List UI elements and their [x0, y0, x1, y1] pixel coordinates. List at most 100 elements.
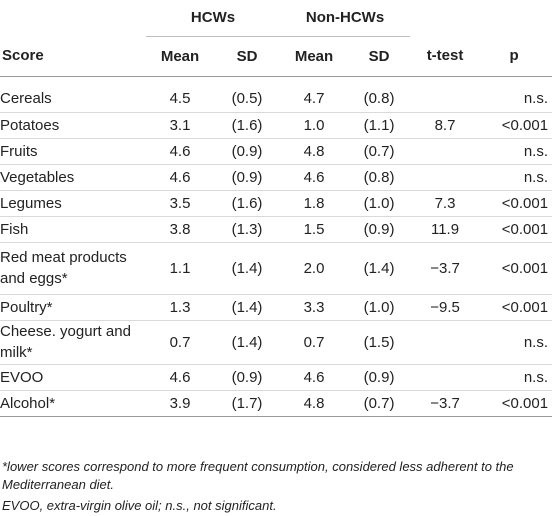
ttest-cell: 8.7: [414, 112, 477, 139]
non-hcw-sd-cell: (0.9): [348, 216, 411, 243]
column-header-row: Score Mean SD Mean SD t-test p: [0, 36, 552, 76]
table-row: Fruits 4.6 (0.9) 4.8 (0.7) n.s.: [0, 138, 552, 165]
non-hcw-sd-cell: (0.8): [348, 86, 411, 113]
col-header-hcw-mean: Mean: [160, 47, 200, 65]
row-label: Legumes: [0, 190, 146, 217]
hcw-mean-cell: 1.3: [146, 294, 214, 321]
hcw-sd-cell: (1.7): [214, 390, 281, 417]
non-hcw-sd-cell: (0.8): [348, 164, 411, 191]
col-header-ttest: t-test: [426, 47, 464, 65]
footnote-asterisk: *lower scores correspond to more frequen…: [2, 459, 514, 492]
non-hcw-sd-cell: (1.0): [348, 190, 411, 217]
non-hcw-sd-cell: (0.7): [348, 138, 411, 165]
table-row: Cheese. yogurt and milk* 0.7 (1.4) 0.7 (…: [0, 320, 552, 365]
p-cell: <0.001: [476, 294, 552, 321]
non-hcw-sd-cell: (1.4): [348, 242, 411, 295]
p-cell: n.s.: [476, 364, 552, 391]
non-hcw-mean-cell: 4.6: [280, 164, 349, 191]
p-cell: <0.001: [476, 242, 552, 295]
non-hcw-mean-cell: 0.7: [280, 320, 349, 365]
ttest-cell: −9.5: [414, 294, 477, 321]
empty-header-cell: [476, 0, 552, 36]
table-row: Vegetables 4.6 (0.9) 4.6 (0.8) n.s.: [0, 164, 552, 191]
hcw-mean-cell: 4.6: [146, 164, 214, 191]
non-hcw-mean-cell: 4.8: [280, 138, 349, 165]
ttest-cell: [414, 320, 477, 365]
table-row: Alcohol* 3.9 (1.7) 4.8 (0.7) −3.7 <0.001: [0, 390, 552, 417]
hcw-mean-cell: 3.1: [146, 112, 214, 139]
table-row: Legumes 3.5 (1.6) 1.8 (1.0) 7.3 <0.001: [0, 190, 552, 217]
p-cell: <0.001: [476, 190, 552, 217]
hcw-sd-cell: (1.4): [214, 320, 281, 365]
ttest-cell: [414, 86, 477, 113]
non-hcw-mean-cell: 1.0: [280, 112, 349, 139]
non-hcw-sd-cell: (0.9): [348, 364, 411, 391]
table-row: Fish 3.8 (1.3) 1.5 (0.9) 11.9 <0.001: [0, 216, 552, 243]
table-row: EVOO 4.6 (0.9) 4.6 (0.9) n.s.: [0, 364, 552, 391]
p-cell: n.s.: [476, 164, 552, 191]
hcw-sd-cell: (1.6): [214, 190, 281, 217]
hcw-mean-cell: 3.9: [146, 390, 214, 417]
empty-header-cell: [414, 0, 476, 36]
hcw-sd-cell: (1.4): [214, 242, 281, 295]
non-hcw-mean-cell: 3.3: [280, 294, 349, 321]
p-cell: <0.001: [476, 390, 552, 417]
hcw-mean-cell: 3.8: [146, 216, 214, 243]
col-header-score: Score: [2, 47, 44, 65]
hcw-sd-cell: (0.9): [214, 364, 281, 391]
hcw-mean-cell: 4.6: [146, 138, 214, 165]
non-hcw-mean-cell: 2.0: [280, 242, 349, 295]
hcw-sd-cell: (1.4): [214, 294, 281, 321]
ttest-cell: [414, 364, 477, 391]
row-label: Alcohol*: [0, 390, 146, 417]
row-label: Cereals: [0, 86, 146, 113]
col-header-non-hcw-mean: Mean: [294, 47, 334, 65]
hcw-mean-cell: 4.5: [146, 86, 214, 113]
ttest-cell: 7.3: [414, 190, 477, 217]
non-hcw-sd-cell: (0.7): [348, 390, 411, 417]
group-header-row: HCWs Non-HCWs: [0, 0, 552, 37]
hcw-sd-cell: (1.3): [214, 216, 281, 243]
row-label: Cheese. yogurt and milk*: [0, 320, 146, 365]
table-row: Poultry* 1.3 (1.4) 3.3 (1.0) −9.5 <0.001: [0, 294, 552, 321]
p-cell: n.s.: [476, 320, 552, 365]
p-cell: <0.001: [476, 216, 552, 243]
non-hcw-mean-cell: 4.6: [280, 364, 349, 391]
non-hcw-sd-cell: (1.0): [348, 294, 411, 321]
hcw-mean-cell: 1.1: [146, 242, 214, 295]
non-hcw-sd-cell: (1.1): [348, 112, 411, 139]
non-hcw-sd-cell: (1.5): [348, 320, 411, 365]
row-label: Potatoes: [0, 112, 146, 139]
col-header-hcw-sd: SD: [236, 47, 258, 65]
col-header-non-hcw-sd: SD: [368, 47, 390, 65]
p-cell: n.s.: [476, 138, 552, 165]
hcw-sd-cell: (1.6): [214, 112, 281, 139]
row-label: Vegetables: [0, 164, 146, 191]
hcw-sd-cell: (0.9): [214, 164, 281, 191]
ttest-cell: [414, 138, 477, 165]
p-cell: n.s.: [476, 86, 552, 113]
group-header-hcw: HCWs: [146, 0, 281, 37]
row-label: Fish: [0, 216, 146, 243]
table-row: Cereals 4.5 (0.5) 4.7 (0.8) n.s.: [0, 86, 552, 113]
footnote-abbreviations: EVOO, extra-virgin olive oil; n.s., not …: [2, 498, 277, 513]
ttest-cell: [414, 164, 477, 191]
ttest-cell: −3.7: [414, 242, 477, 295]
non-hcw-mean-cell: 1.8: [280, 190, 349, 217]
row-label: Poultry*: [0, 294, 146, 321]
hcw-sd-cell: (0.5): [214, 86, 281, 113]
ttest-cell: 11.9: [414, 216, 477, 243]
table-row: Red meat products and eggs* 1.1 (1.4) 2.…: [0, 242, 552, 295]
row-label: Fruits: [0, 138, 146, 165]
non-hcw-mean-cell: 4.8: [280, 390, 349, 417]
scores-table: HCWs Non-HCWs Score Mean SD Mean SD t-te…: [0, 0, 552, 417]
hcw-mean-cell: 3.5: [146, 190, 214, 217]
group-header-non-hcw: Non-HCWs: [280, 0, 411, 37]
row-label: EVOO: [0, 364, 146, 391]
non-hcw-mean-cell: 1.5: [280, 216, 349, 243]
hcw-sd-cell: (0.9): [214, 138, 281, 165]
row-label: Red meat products and eggs*: [0, 242, 146, 295]
table-row: Potatoes 3.1 (1.6) 1.0 (1.1) 8.7 <0.001: [0, 112, 552, 139]
ttest-cell: −3.7: [414, 390, 477, 417]
